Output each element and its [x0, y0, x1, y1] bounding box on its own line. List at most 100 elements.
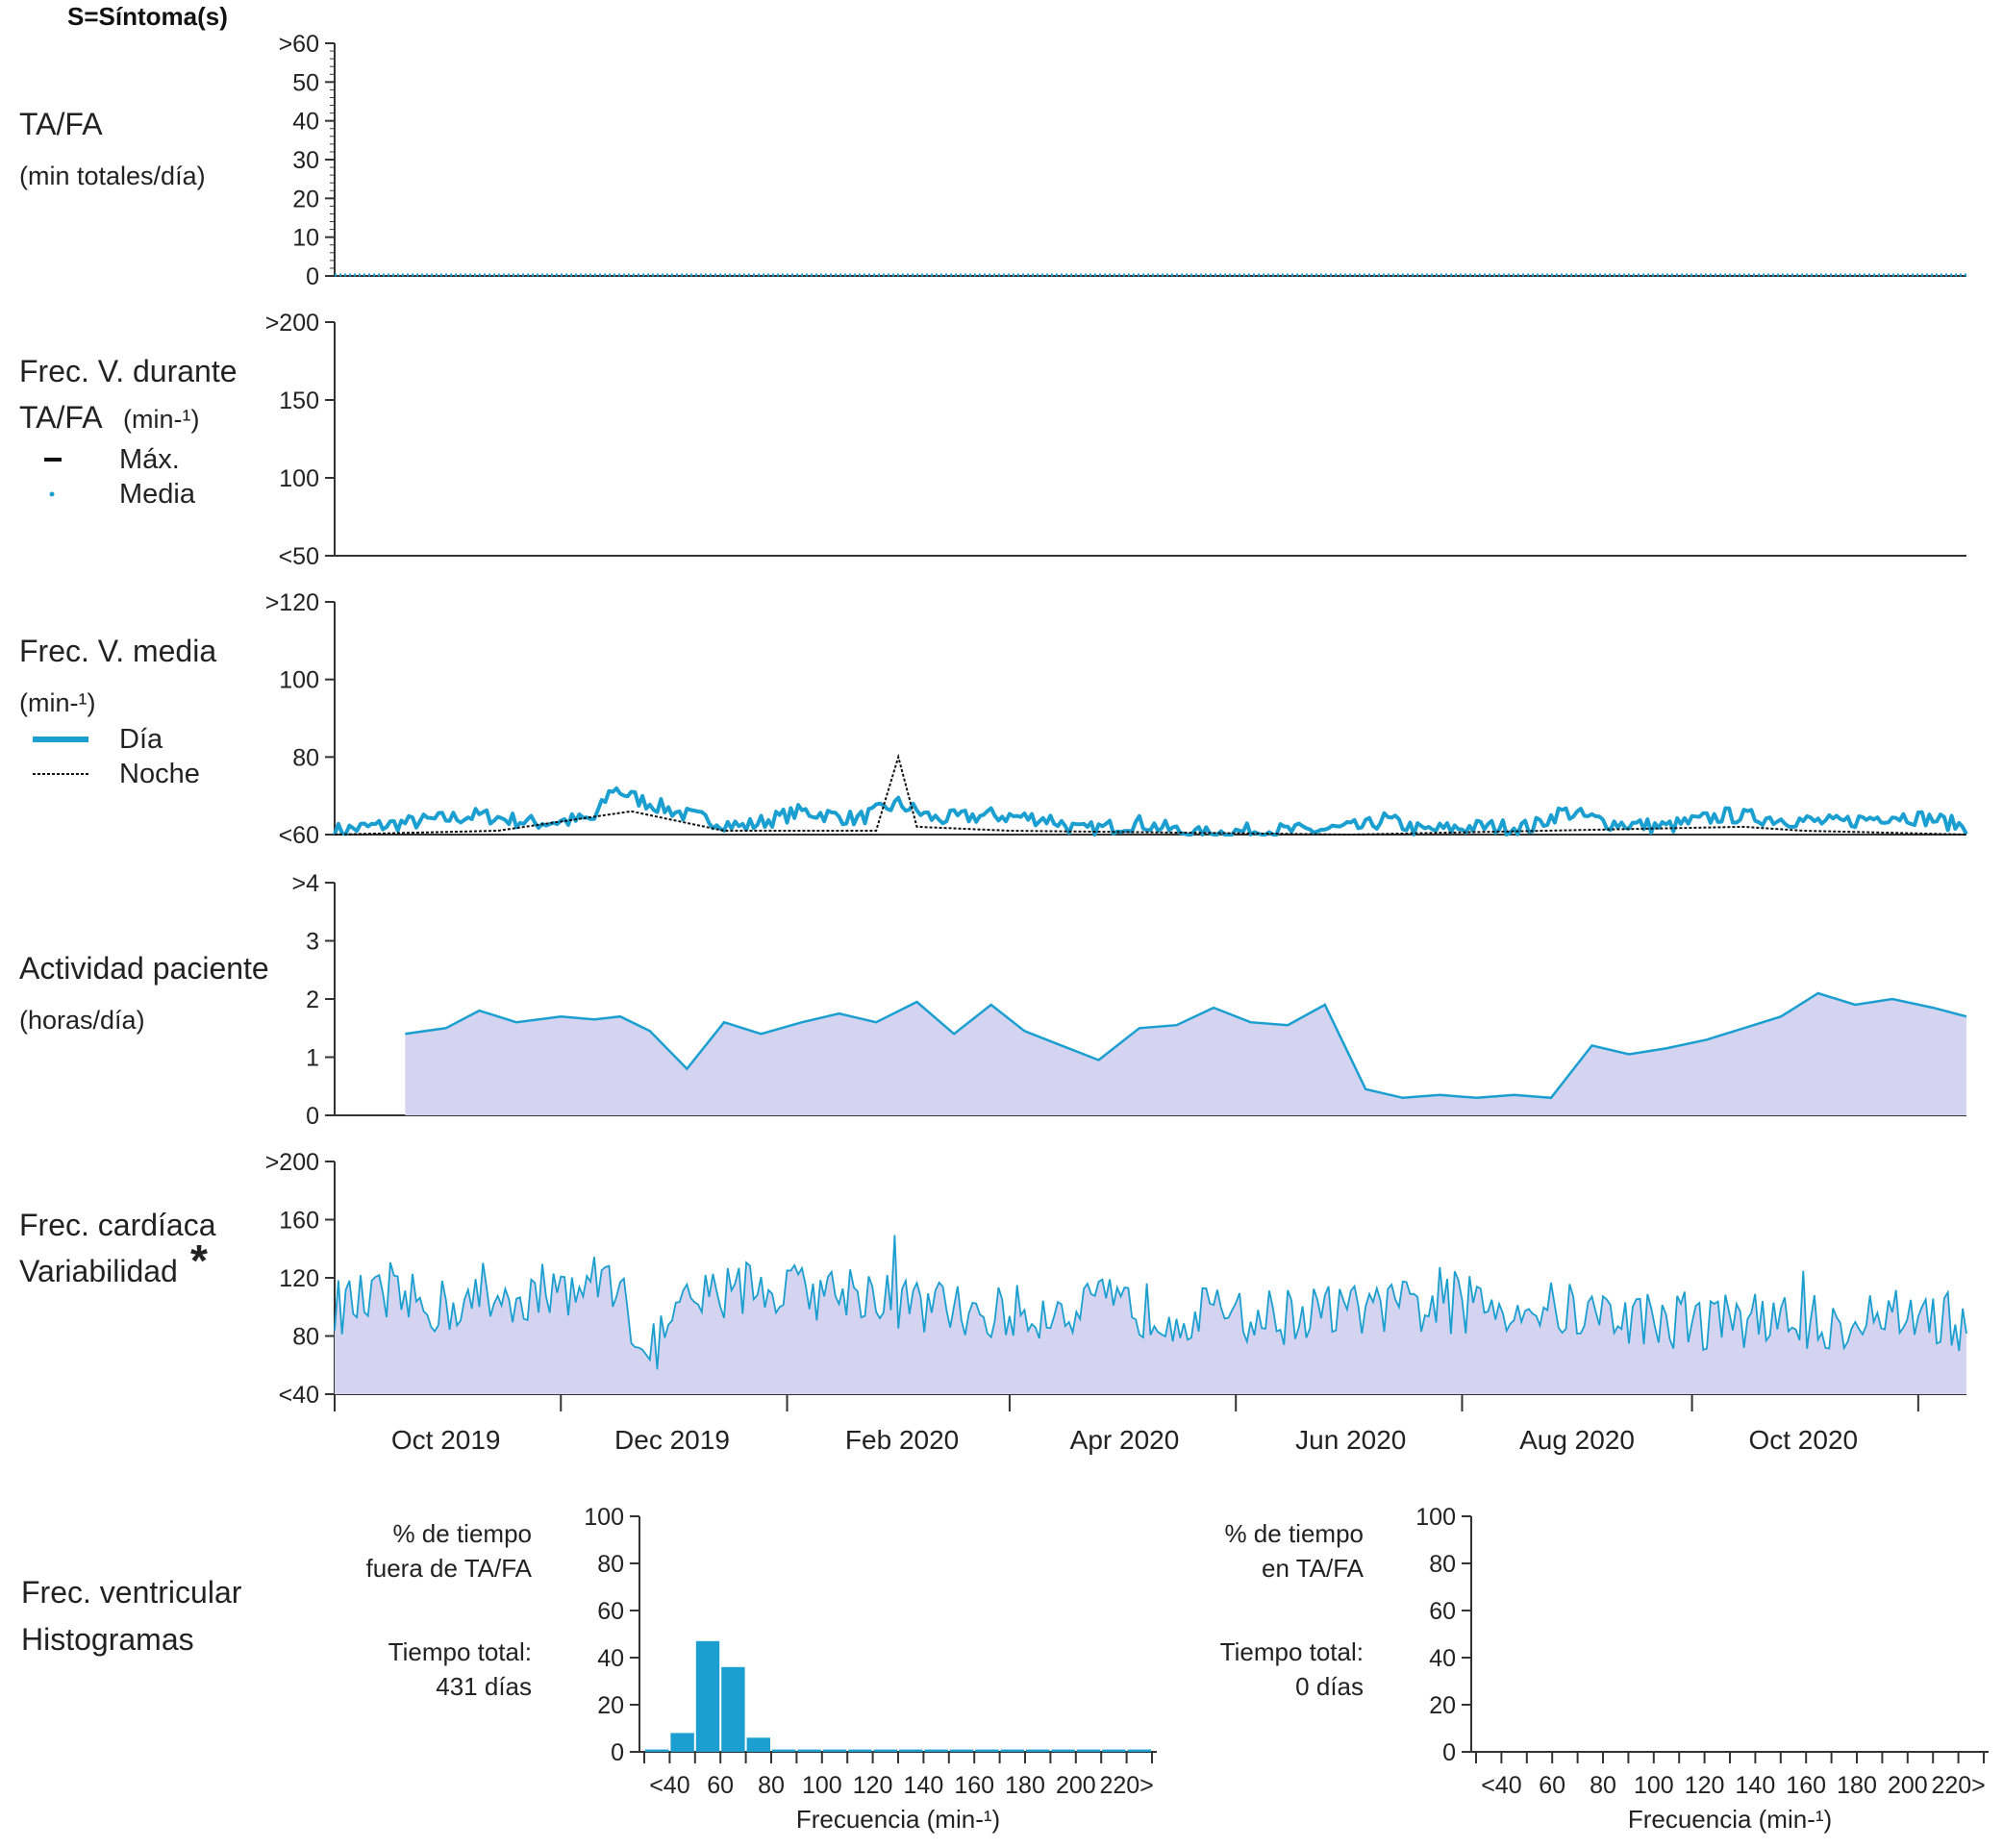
hist-y-tick-label: 60 [1429, 1598, 1456, 1625]
hist-x-tick-label: 160 [954, 1772, 994, 1799]
y-tick-label: >4 [291, 870, 319, 897]
legend-label-1: Media [119, 479, 196, 510]
y-tick-label: 20 [292, 186, 319, 212]
histogram-hist_out: % de tiempo fuera de TA/FA Tiempo total: 43… [366, 1504, 1157, 1834]
hist-x-tick-label: 200 [1056, 1772, 1096, 1799]
y-tick-label: <40 [279, 1382, 319, 1409]
hist-bar [822, 1749, 847, 1752]
hist-y-tick-label: 100 [1415, 1504, 1456, 1531]
panel-activity: Actividad paciente (horas/día) 0 1 2 3 >4 [19, 870, 1967, 1130]
asterisk-marker: * [190, 1236, 208, 1286]
histogram-label: fuera de TA/FA [366, 1554, 533, 1583]
hist-bar [1051, 1749, 1075, 1752]
hist-x-tick-label: 220> [1931, 1772, 1985, 1799]
y-tick-label: >200 [265, 1149, 319, 1176]
panel-unit: (min-¹) [123, 405, 199, 434]
symptom-legend: S=Síntoma(s) [67, 2, 228, 31]
y-tick-label: >200 [265, 310, 319, 337]
panel-title: Variabilidad [19, 1254, 178, 1288]
series-night [334, 753, 1967, 837]
hist-bar [1102, 1749, 1126, 1752]
total-time-label: Tiempo total: [388, 1637, 532, 1666]
legend-label-0: Máx. [119, 444, 180, 475]
legend-swatch-mean [49, 491, 55, 497]
panel-unit: (horas/día) [19, 1006, 145, 1035]
total-time-label: Tiempo total: [1220, 1637, 1364, 1666]
total-time-value: 431 días [436, 1672, 532, 1701]
histogram-section-title: Frec. ventricular [21, 1575, 242, 1610]
hist-bar [848, 1749, 872, 1752]
histogram-section: Frec. ventricular Histogramas % de tiempo f… [21, 1504, 1989, 1834]
hist-bar [1127, 1749, 1151, 1752]
y-tick-label: 100 [279, 465, 319, 492]
panel-title: Frec. V. media [19, 634, 216, 668]
hist-x-tick-label: 60 [1539, 1772, 1565, 1799]
hist-bar [873, 1749, 897, 1752]
x-tick-label: Jun 2020 [1295, 1425, 1406, 1455]
panel-title: TA/FA [19, 400, 103, 435]
hist-x-tick-label: 140 [904, 1772, 944, 1799]
y-tick-label: 0 [306, 263, 319, 290]
hist-y-tick-label: 20 [597, 1692, 624, 1719]
hist-bar [975, 1749, 999, 1752]
x-tick-label: Oct 2019 [391, 1425, 501, 1455]
y-tick-label: 50 [292, 69, 319, 96]
x-tick-label: Feb 2020 [845, 1425, 959, 1455]
y-tick-label: 1 [306, 1045, 319, 1072]
hist-y-tick-label: 80 [597, 1551, 624, 1578]
panel-unit: (min totales/día) [19, 162, 206, 190]
hist-y-tick-label: 40 [1429, 1645, 1456, 1672]
hist-x-tick-label: 140 [1736, 1772, 1776, 1799]
histogram-label: % de tiempo [392, 1519, 532, 1548]
legend-label-0: Día [119, 724, 163, 755]
panel-unit: (min-¹) [19, 688, 95, 717]
hrv-line [334, 1235, 1967, 1370]
hist-x-tick-label: 120 [853, 1772, 893, 1799]
panel-title: Frec. cardíaca [19, 1208, 216, 1242]
hist-x-tick-label: 180 [1837, 1772, 1877, 1799]
hist-y-tick-label: 40 [597, 1645, 624, 1672]
x-tick-label: Dec 2019 [614, 1425, 730, 1455]
hist-bar [1026, 1749, 1050, 1752]
hist-bar [721, 1666, 745, 1752]
histogram-label: en TA/FA [1262, 1554, 1365, 1583]
y-tick-label: 40 [292, 109, 319, 136]
y-tick-label: 2 [306, 986, 319, 1013]
y-tick-label: 100 [279, 667, 319, 694]
y-tick-label: 80 [292, 744, 319, 771]
hist-x-tick-label: 60 [707, 1772, 734, 1799]
y-tick-label: 160 [279, 1208, 319, 1235]
y-tick-label: 10 [292, 225, 319, 252]
series-day [333, 786, 1968, 837]
activity-area [405, 993, 1966, 1115]
histogram-label: % de tiempo [1224, 1519, 1364, 1548]
histogram-section-title: Histogramas [21, 1622, 194, 1657]
time-axis: Oct 2019 Dec 2019 Feb 2020 Apr 2020 Jun 2020… [334, 1394, 1919, 1455]
hist-x-tick-label: 180 [1005, 1772, 1045, 1799]
hist-bar [899, 1749, 923, 1752]
hist-y-tick-label: 0 [611, 1739, 624, 1766]
hist-bar [1076, 1749, 1101, 1752]
panel-vrate_at_af: Frec. V. durante TA/FA (min-¹) Máx. Media <50… [19, 310, 1966, 570]
hist-x-tick-label: <40 [1481, 1772, 1521, 1799]
y-tick-label: 120 [279, 1265, 319, 1292]
hrv-area [335, 1235, 1966, 1394]
panel-title: TA/FA [19, 107, 103, 141]
hist-y-tick-label: 0 [1442, 1739, 1456, 1766]
hist-x-tick-label: 100 [1634, 1772, 1674, 1799]
hist-bar [670, 1733, 694, 1752]
hist-y-tick-label: 100 [584, 1504, 624, 1531]
hist-y-tick-label: 20 [1429, 1692, 1456, 1719]
y-tick-label: <50 [279, 543, 319, 570]
x-tick-label: Oct 2020 [1748, 1425, 1858, 1455]
panel-hrv: Frec. cardíaca Variabilidad * <40 80 120 160 >2… [19, 1149, 1967, 1409]
hist-bar [797, 1749, 821, 1752]
y-tick-label: >120 [265, 589, 319, 616]
activity-line [405, 991, 1967, 1100]
hist-bar [924, 1749, 948, 1752]
hist-bar [695, 1640, 720, 1752]
hist-bar [1000, 1749, 1024, 1752]
hist-bar [746, 1737, 770, 1752]
y-tick-label: <60 [279, 822, 319, 849]
